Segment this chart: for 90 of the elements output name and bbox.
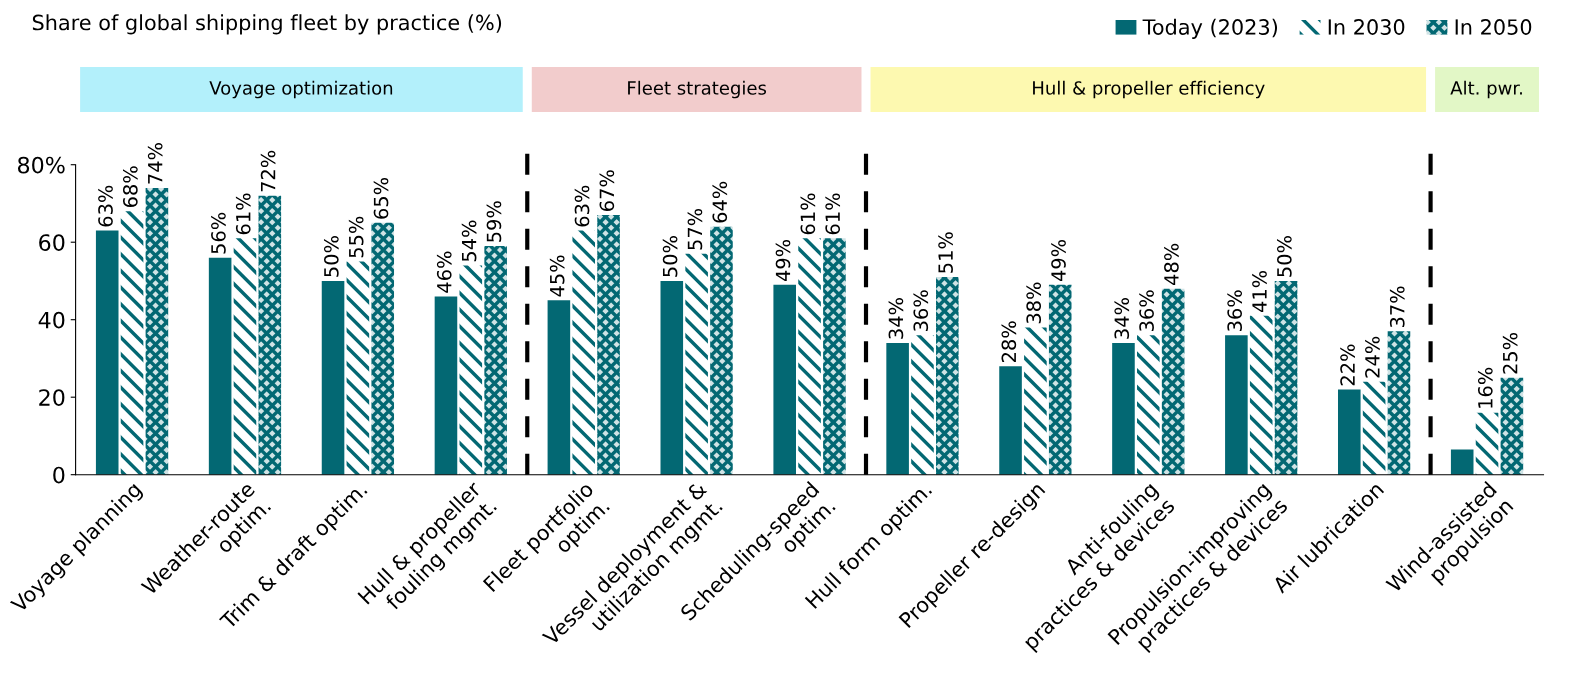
data-label: 16% — [1477, 367, 1493, 408]
bar — [710, 226, 733, 475]
y-tick-label: 60 — [39, 234, 65, 251]
data-label: 74% — [147, 143, 163, 184]
legend-label: Today (2023) — [1142, 18, 1278, 39]
bar — [1387, 331, 1411, 475]
legend-label: In 2050 — [1455, 19, 1532, 35]
data-label: 41% — [1252, 270, 1267, 313]
bar — [1048, 284, 1072, 475]
data-label: 36% — [1227, 290, 1243, 331]
bar — [1337, 389, 1361, 475]
bar — [823, 238, 846, 475]
data-label: 56% — [211, 212, 226, 254]
data-label: 61% — [235, 193, 251, 235]
data-label: 36% — [1139, 290, 1154, 331]
bar — [346, 261, 370, 475]
data-label: 57% — [687, 208, 703, 250]
data-label: 24% — [1365, 336, 1380, 378]
data-label: 45% — [549, 255, 565, 297]
data-label: 49% — [775, 239, 791, 282]
bar — [371, 222, 395, 475]
bar — [1450, 449, 1474, 475]
text: Fleet strategies — [628, 80, 767, 99]
bar — [1249, 315, 1273, 475]
bar — [1137, 335, 1160, 475]
bar — [936, 277, 959, 475]
data-label: 28% — [1001, 321, 1017, 362]
bar — [484, 246, 507, 475]
bar — [120, 211, 144, 475]
bar — [434, 296, 458, 475]
data-label: 34% — [888, 298, 904, 339]
data-label: 36% — [913, 290, 929, 331]
bar — [1161, 288, 1185, 475]
data-label: 72% — [260, 150, 276, 192]
data-label: 46% — [436, 251, 452, 293]
y-tick-label: 80% — [17, 156, 65, 174]
data-label: 63% — [574, 185, 590, 227]
data-label: 61% — [800, 193, 816, 235]
bar — [1475, 412, 1499, 475]
bar — [597, 215, 620, 475]
bar — [1362, 381, 1386, 475]
bar — [145, 187, 169, 475]
data-label: 50% — [323, 236, 339, 277]
y-tick-label: 0 — [53, 466, 65, 484]
data-label: 37% — [1389, 286, 1405, 328]
bar — [258, 195, 282, 475]
bar — [773, 284, 796, 475]
data-label: 50% — [662, 236, 678, 277]
bar — [321, 280, 345, 475]
bar — [886, 342, 909, 475]
text: Voyage optimization — [209, 80, 393, 99]
bar — [1500, 377, 1524, 475]
data-label: 49% — [1051, 239, 1066, 282]
legend-label: In 2030 — [1328, 19, 1405, 35]
text: Alt. pwr. — [1450, 80, 1522, 99]
bar — [1112, 342, 1135, 475]
data-label: 50% — [1276, 236, 1292, 277]
bar — [1024, 327, 1047, 475]
data-label: 34% — [1114, 298, 1130, 339]
data-label: 67% — [599, 170, 615, 211]
y-tick-label: 20 — [39, 389, 65, 406]
data-label: 63% — [98, 185, 113, 227]
data-label: 55% — [348, 216, 364, 258]
y-tick-label: 40 — [38, 311, 65, 329]
text: Hull & propeller efficiency — [1033, 80, 1265, 99]
data-label: 38% — [1026, 282, 1042, 324]
data-label: 59% — [486, 201, 502, 242]
bar — [233, 238, 257, 475]
bar — [1274, 280, 1298, 475]
data-label: 65% — [373, 177, 389, 219]
bar — [572, 230, 596, 475]
chart-title: Share of global shipping fleet by practice (%) — [32, 14, 502, 35]
bar — [208, 257, 232, 475]
data-label: 64% — [712, 181, 728, 223]
bar — [547, 300, 571, 475]
bar — [95, 230, 119, 475]
bar — [911, 335, 934, 475]
bar — [999, 366, 1022, 475]
data-label: 25% — [1502, 332, 1518, 374]
data-label: 68% — [122, 166, 138, 208]
data-label: 22% — [1340, 344, 1355, 386]
data-label: 48% — [1164, 243, 1179, 285]
data-label: 51% — [938, 232, 953, 273]
data-label: 54% — [461, 220, 477, 262]
bar — [660, 280, 684, 475]
bar — [798, 238, 821, 475]
bar — [459, 265, 483, 475]
data-label: 61% — [825, 193, 841, 235]
bar — [685, 253, 708, 475]
bar — [1225, 335, 1248, 475]
